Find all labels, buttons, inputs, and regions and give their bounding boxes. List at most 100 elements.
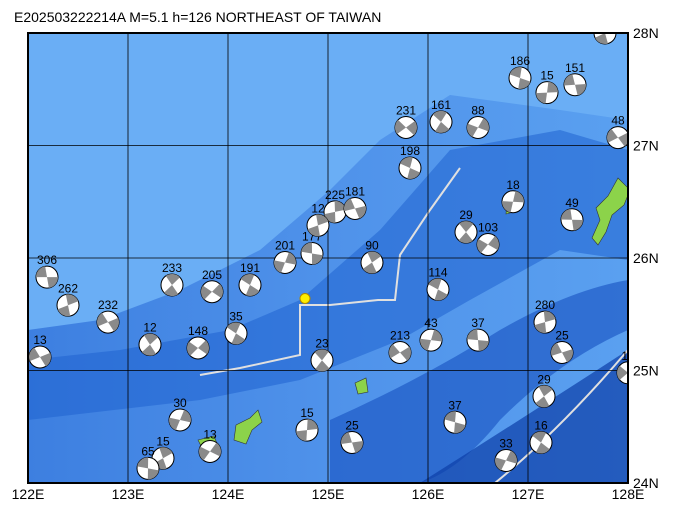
- focal-mechanism: [56, 293, 80, 317]
- beachball-compression: [513, 191, 525, 203]
- beachball-compression: [29, 347, 40, 362]
- beachball-compression: [355, 205, 366, 219]
- focal-mechanism: [466, 116, 490, 139]
- depth-label: 29: [459, 208, 473, 222]
- focal-mechanism: [306, 213, 330, 237]
- beachball-compression: [307, 419, 318, 431]
- beachball-compression: [547, 81, 558, 93]
- beachball-compression: [488, 236, 499, 251]
- beachball-compression: [143, 333, 159, 345]
- beachball-compression: [444, 411, 456, 423]
- focal-mechanism: [508, 66, 532, 90]
- beachball-compression: [341, 432, 352, 445]
- beachball-compression: [108, 317, 120, 332]
- lon-tick-label: 123E: [112, 486, 145, 502]
- focal-mechanism: [606, 126, 628, 150]
- beachball-compression: [301, 242, 312, 254]
- beachball-compression: [240, 274, 255, 285]
- beachball-compression: [617, 365, 628, 380]
- beachball-compression: [324, 211, 336, 223]
- beachball-compression: [164, 285, 179, 297]
- lat-tick-label: 24N: [633, 475, 659, 491]
- beachball-compression: [518, 78, 531, 89]
- focal-mechanism: [593, 33, 617, 45]
- depth-label: 48: [611, 114, 625, 128]
- focal-mechanism: [563, 73, 587, 97]
- beachball-compression: [534, 322, 547, 334]
- beachball-compression: [407, 168, 421, 180]
- lon-tick-label: 125E: [312, 486, 345, 502]
- focal-mechanism: [300, 242, 324, 265]
- beachball-compression: [467, 123, 478, 137]
- beachball-compression: [399, 156, 413, 168]
- beachball-compression: [97, 312, 108, 327]
- focal-mechanism: [443, 410, 467, 434]
- beachball-compression: [199, 446, 210, 461]
- beachball-compression: [344, 198, 355, 212]
- depth-label: 201: [275, 239, 295, 253]
- depth-label: 198: [400, 144, 420, 158]
- beachball-compression: [315, 360, 330, 372]
- beachball-compression: [502, 201, 513, 213]
- lon-tick-label: 128E: [612, 486, 645, 502]
- depth-label: 103: [478, 221, 498, 235]
- focal-mechanism: [454, 220, 478, 244]
- beachball-compression: [137, 457, 149, 469]
- lon-tick-label: 124E: [212, 486, 245, 502]
- beachball-compression: [535, 396, 550, 408]
- focal-mechanism: [426, 278, 450, 301]
- focal-mechanism: [529, 431, 553, 454]
- focal-mechanism: [429, 110, 453, 134]
- depth-label: 33: [499, 437, 513, 451]
- focal-mechanism: [168, 408, 192, 432]
- beachball-compression: [564, 74, 575, 86]
- beachball-compression: [572, 219, 583, 231]
- depth-label: 49: [565, 196, 579, 210]
- depth-label: 27: [598, 9, 612, 23]
- beachball-compression: [316, 214, 329, 226]
- beachball-compression: [285, 252, 296, 265]
- focal-mechanism: [360, 251, 384, 274]
- lon-tick-label: 122E: [12, 486, 45, 502]
- map-frame: [27, 32, 629, 484]
- beachball-compression: [561, 208, 572, 220]
- lat-tick-label: 27N: [633, 138, 659, 154]
- focal-mechanism: [616, 361, 628, 385]
- depth-label: 25: [555, 329, 569, 343]
- focal-mechanism: [186, 336, 210, 360]
- depth-label: 23: [315, 336, 329, 350]
- beachball-compression: [532, 431, 547, 443]
- depth-label: 13: [33, 333, 47, 347]
- beachball-compression: [147, 468, 159, 480]
- focal-mechanism: [535, 81, 559, 105]
- depth-label: 114: [428, 266, 447, 280]
- focal-mechanism: [388, 341, 412, 364]
- depth-label: 14: [621, 349, 635, 363]
- beachball-compression: [432, 110, 447, 122]
- focal-mechanism: [532, 384, 556, 408]
- beachball-compression: [36, 266, 47, 278]
- beachball-compression: [231, 333, 246, 345]
- beachball-compression: [212, 283, 223, 298]
- beachball-compression: [210, 442, 222, 457]
- focal-mechanism: [238, 273, 262, 297]
- lon-tick-label: 127E: [512, 486, 545, 502]
- focal-mechanism: [340, 431, 364, 454]
- beachball-compression: [478, 118, 490, 132]
- depth-label: 161: [431, 98, 451, 112]
- focal-mechanism: [273, 251, 297, 274]
- focal-mechanism: [200, 280, 224, 304]
- depth-label: 262: [58, 281, 78, 295]
- beachball-compression: [367, 251, 382, 263]
- depth-label: 280: [535, 298, 555, 312]
- beachball-compression: [40, 352, 51, 367]
- depth-label: 181: [345, 185, 365, 199]
- beachball-compression: [226, 322, 241, 334]
- beachball-compression: [274, 260, 285, 273]
- focal-mechanism: [160, 273, 184, 297]
- depth-label: 232: [98, 298, 118, 312]
- beachball-compression: [551, 342, 562, 356]
- beachball-compression: [618, 132, 628, 147]
- depth-label: 151: [565, 61, 585, 75]
- beachball-compression: [434, 289, 448, 301]
